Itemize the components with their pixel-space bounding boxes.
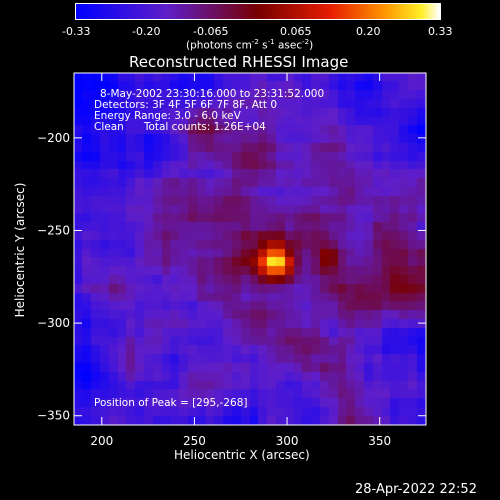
y-tick-label: −350 bbox=[37, 409, 70, 423]
y-axis-label: Heliocentric Y (arcsec) bbox=[13, 182, 27, 318]
y-tick-label: −250 bbox=[37, 223, 70, 237]
colorbar-unit-label: (photons cm-2 s-1 asec-2) bbox=[186, 38, 314, 52]
peak-position-label: Position of Peak = [295,-268] bbox=[94, 397, 248, 409]
observation-time: 8-May-2002 23:30:16.000 to 23:31:52.000 bbox=[100, 88, 325, 100]
chart-title: Reconstructed RHESSI Image bbox=[129, 53, 349, 71]
x-tick-label: 250 bbox=[183, 434, 206, 448]
colorbar-tick-label: -0.20 bbox=[132, 25, 161, 38]
y-tick-label: −300 bbox=[37, 316, 70, 330]
x-axis-label: Heliocentric X (arcsec) bbox=[174, 448, 310, 462]
colorbar-tick-label: 0.065 bbox=[280, 25, 312, 38]
energy-range-info: Energy Range: 3.0 - 6.0 keV bbox=[94, 110, 241, 122]
x-tick-label: 200 bbox=[90, 434, 113, 448]
y-tick-label: −200 bbox=[37, 131, 70, 145]
timestamp: 28-Apr-2022 22:52 bbox=[355, 482, 477, 497]
clean-counts-info: Clean Total counts: 1.26E+04 bbox=[94, 121, 266, 133]
plot-frame bbox=[73, 72, 427, 426]
x-tick-label: 300 bbox=[276, 434, 299, 448]
x-tick-label: 350 bbox=[368, 434, 391, 448]
colorbar-tick-label: -0.33 bbox=[62, 25, 91, 38]
colorbar-tick-label: 0.33 bbox=[428, 25, 453, 38]
colorbar-tick-label: -0.065 bbox=[193, 25, 229, 38]
colorbar-tick-label: 0.20 bbox=[356, 25, 381, 38]
colorbar bbox=[75, 3, 441, 20]
detectors-info: Detectors: 3F 4F 5F 6F 7F 8F, Att 0 bbox=[94, 99, 278, 111]
heatmap-image bbox=[74, 73, 426, 425]
